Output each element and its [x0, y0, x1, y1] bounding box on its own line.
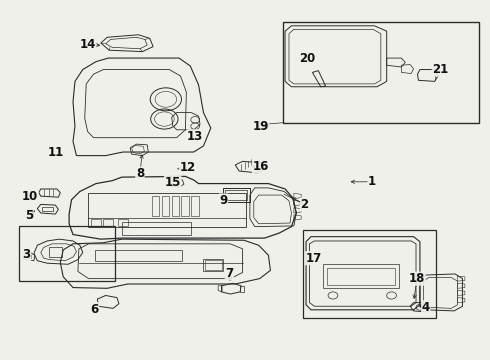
- Text: 15: 15: [165, 176, 181, 189]
- Text: 10: 10: [22, 190, 38, 203]
- Bar: [95, 250, 182, 261]
- Text: 9: 9: [220, 194, 228, 207]
- Bar: [181, 196, 189, 216]
- Text: 7: 7: [225, 267, 233, 280]
- Text: 16: 16: [252, 160, 269, 173]
- Text: 1: 1: [368, 175, 376, 188]
- Text: 21: 21: [432, 63, 448, 76]
- Bar: [88, 193, 246, 227]
- Bar: [172, 196, 179, 216]
- Bar: [103, 220, 113, 226]
- Text: 2: 2: [300, 198, 309, 211]
- Text: 3: 3: [23, 248, 31, 261]
- Bar: [25, 255, 31, 258]
- Bar: [303, 230, 436, 318]
- Text: 6: 6: [90, 303, 98, 316]
- Bar: [327, 267, 394, 285]
- Text: 13: 13: [187, 130, 203, 143]
- Bar: [42, 207, 53, 211]
- Bar: [122, 222, 191, 234]
- Text: 11: 11: [48, 145, 64, 158]
- Bar: [19, 226, 115, 281]
- Text: 18: 18: [409, 272, 425, 285]
- Text: 5: 5: [25, 209, 33, 222]
- Bar: [191, 196, 198, 216]
- Bar: [162, 196, 169, 216]
- Text: 12: 12: [179, 161, 196, 174]
- Text: 14: 14: [79, 38, 96, 51]
- Text: 8: 8: [136, 167, 144, 180]
- Bar: [49, 247, 62, 257]
- Bar: [152, 196, 159, 216]
- Text: 19: 19: [252, 121, 269, 134]
- Text: 19: 19: [254, 121, 270, 134]
- Text: 20: 20: [299, 51, 316, 64]
- Bar: [283, 22, 479, 123]
- Bar: [205, 260, 221, 270]
- Bar: [203, 259, 223, 271]
- Bar: [91, 220, 101, 226]
- Bar: [323, 264, 399, 288]
- Text: 4: 4: [422, 301, 430, 314]
- Text: 17: 17: [305, 252, 321, 265]
- Bar: [118, 220, 128, 226]
